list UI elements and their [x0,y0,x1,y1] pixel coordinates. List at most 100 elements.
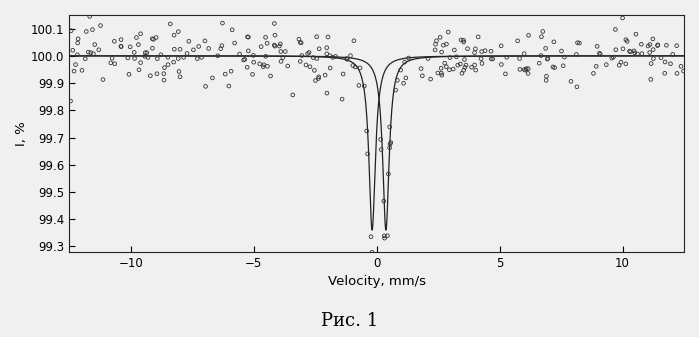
Point [379,233,390,239]
Point [441,64,452,69]
Point [659,59,670,65]
Point [330,54,341,59]
Point [456,70,468,76]
Point [452,62,463,68]
Point [486,56,497,62]
Point [148,37,159,42]
Point [366,234,377,239]
Point [212,53,224,58]
Point [470,46,481,52]
Point [168,59,179,65]
Point [168,47,180,52]
Point [243,34,254,40]
Point [625,49,636,55]
Point [321,51,332,57]
Point [155,52,166,58]
Point [242,34,253,39]
Point [630,31,642,37]
Point [168,32,180,38]
Point [665,61,676,66]
Point [645,77,656,82]
Point [672,71,683,76]
Point [193,44,204,49]
Point [302,51,313,56]
Point [538,29,549,34]
Point [338,71,349,77]
Point [109,61,120,66]
Point [248,53,259,58]
Point [139,54,150,59]
Point [540,45,552,51]
Point [461,62,472,68]
Point [620,61,631,66]
Point [652,43,663,48]
Point [667,52,678,57]
Point [80,56,91,61]
Point [456,37,467,43]
Point [70,62,81,67]
Point [432,70,443,76]
Point [470,67,482,73]
Point [646,61,657,66]
X-axis label: Velocity, mm/s: Velocity, mm/s [328,275,426,288]
Point [417,73,428,79]
Point [295,59,306,64]
Point [313,74,324,80]
Point [178,55,189,60]
Point [436,50,447,55]
Point [600,62,612,67]
Point [268,42,280,48]
Point [636,41,647,47]
Point [459,57,470,62]
Point [514,56,525,61]
Point [614,63,625,68]
Point [565,79,577,84]
Point [523,33,534,38]
Point [80,29,92,34]
Point [95,23,106,28]
Point [431,38,442,43]
Point [274,43,285,49]
Point [309,68,320,73]
Point [591,44,603,49]
Point [162,62,173,67]
Point [341,56,352,61]
Point [430,41,441,47]
Point [135,60,146,65]
Point [342,57,353,62]
Point [378,198,389,204]
Point [238,57,250,63]
Point [455,61,466,67]
Point [97,77,108,82]
Point [496,62,507,67]
Point [72,52,83,58]
Point [375,137,386,142]
Point [256,44,267,49]
Point [159,78,170,83]
Point [451,54,462,60]
Point [140,50,151,55]
Point [65,98,76,104]
Point [69,68,80,74]
Point [661,42,672,48]
Point [361,128,373,134]
Point [571,52,582,57]
Point [445,55,456,60]
Point [500,71,511,76]
Point [415,66,426,71]
Point [588,71,599,76]
Point [624,49,635,54]
Point [122,55,134,61]
Point [135,31,146,36]
Point [447,66,459,72]
Point [239,57,250,62]
Point [282,63,294,69]
Point [574,40,585,46]
Point [115,43,127,49]
Point [501,55,512,60]
Point [632,51,643,57]
Point [141,50,152,55]
Point [384,141,396,147]
Point [556,48,567,54]
Point [379,236,390,241]
